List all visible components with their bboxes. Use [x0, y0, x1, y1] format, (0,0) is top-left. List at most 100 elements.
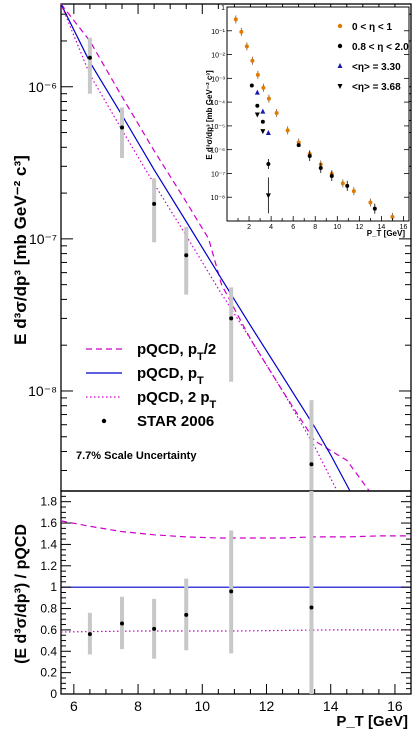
inset-point [244, 44, 249, 49]
ratio-point [229, 589, 234, 594]
x-ticks: 6 8 10 12 14 16 [70, 684, 412, 714]
inset-x-tick-label: 6 [291, 224, 295, 231]
inset-y-tick-label: 10⁻³ [211, 76, 225, 83]
inset-y-tick-label: 10⁻⁸ [211, 195, 225, 202]
inset-point [329, 174, 334, 179]
inset-x-tick-label: 10 [333, 224, 341, 231]
inset-legend-label: <η> = 3.68 [352, 82, 401, 93]
main-y-axis-label: E d³σ/dp³ [mb GeV⁻² c³] [11, 155, 30, 345]
ratio-point [152, 626, 157, 631]
inset-frame [226, 6, 410, 222]
inset-point [296, 143, 301, 148]
inset-point [372, 206, 377, 211]
inset-point [260, 108, 266, 114]
x-axis-label: P_T [GeV] [336, 713, 408, 730]
ratio-y-tick-label: 0.6 [40, 623, 57, 637]
data-point [229, 316, 234, 321]
ratio-point [87, 632, 92, 637]
ratio-y-tick-label: 0.8 [40, 602, 57, 616]
inset-legend-marker [337, 63, 343, 68]
ratio-y-tick-label: 1.2 [40, 559, 57, 573]
inset-point [307, 154, 312, 159]
ratio-y-tick-label: 1 [50, 580, 57, 594]
ratio-y-tick-label: 1.6 [40, 516, 57, 530]
inset-legend-label: 0.8 < η < 2.0 [352, 42, 409, 53]
ratio-y-ticks: 0 0.2 0.4 0.6 0.8 1 1.2 1.4 1.6 1.8 [40, 490, 411, 701]
ratio-frame [60, 490, 412, 695]
legend-label: pQCD, pT [137, 365, 204, 387]
data-point [152, 201, 157, 206]
x-tick-label: 12 [259, 698, 275, 714]
inset-point [250, 58, 255, 63]
inset-point [274, 110, 279, 115]
inset-x-tick-label: 12 [355, 224, 363, 231]
inset-point [233, 17, 238, 22]
data-point [309, 462, 314, 467]
inset-data-points [233, 15, 395, 221]
curve-solid [60, 3, 351, 492]
inset-legend-marker [337, 43, 343, 49]
x-tick-label: 6 [70, 698, 78, 714]
inset-y-tick-label: 10⁻⁴ [211, 100, 226, 107]
inset-legend: 0 < η < 1 0.8 < η < 2.0 <η> = 3.30 <η> = 3.… [337, 22, 409, 93]
data-point [120, 125, 125, 130]
inset-point [261, 85, 266, 90]
inset-point [340, 181, 345, 186]
inset-y-tick-label: 10⁻⁶ [211, 148, 225, 155]
ratio-series [60, 520, 411, 633]
inset-point [368, 200, 373, 205]
ratio-point [184, 612, 189, 617]
inset-x-tick-label: 4 [269, 224, 273, 231]
inset-y-ticks: 10⁻⁸ 10⁻⁷ 10⁻⁶ 10⁻⁵ 10⁻⁴ 10⁻³ 10⁻² 10⁻¹ 1 [211, 5, 409, 222]
inset-y-axis-label: E d³σ/dp³ [mb GeV⁻² c³] [205, 70, 214, 160]
inset-point [255, 103, 260, 108]
ratio-curve-dashed [60, 520, 411, 539]
ratio-y-tick-label: 1.4 [40, 537, 57, 551]
inset-point [351, 189, 356, 194]
inset-point [254, 89, 260, 95]
inset-point [265, 130, 271, 136]
legend-marker [101, 418, 107, 424]
inset-x-tick-label: 2 [247, 224, 251, 231]
y-tick-label: 10⁻⁸ [28, 383, 57, 399]
ratio-data-points [87, 491, 314, 694]
ratio-y-tick-label: 1.8 [40, 495, 57, 509]
main-data-points [87, 37, 314, 491]
ratio-y-axis-label: (E d³σ/dp³) / pQCD [13, 524, 30, 664]
data-point [184, 253, 189, 258]
data-point [87, 55, 92, 60]
main-panel: 10⁻⁸ 10⁻⁷ 10⁻⁶ E d³σ/dp³ [mb GeV⁻² c³] pQC… [11, 3, 412, 492]
scale-uncertainty-note: 7.7% Scale Uncertainty [76, 450, 197, 462]
ratio-y-tick-label: 0.4 [40, 644, 57, 658]
ratio-y-tick-label: 0 [50, 687, 57, 701]
inset-x-ticks: 2 4 6 8 10 12 14 16 [237, 216, 407, 231]
inset-point [345, 183, 350, 188]
main-series [60, 3, 370, 492]
ratio-curve-dotted [60, 629, 411, 633]
inset-legend-label: 0 < η < 1 [352, 22, 392, 33]
inset-legend-marker [337, 23, 343, 29]
inset-point [255, 72, 260, 77]
inset-point [285, 128, 290, 133]
inset-legend-label: <η> = 3.30 [352, 62, 401, 73]
inset-point [260, 129, 266, 135]
legend-label: pQCD, 2 pT [137, 389, 217, 411]
ratio-y-tick-label: 0.2 [40, 666, 57, 680]
curve-dashed [60, 3, 370, 492]
y-tick-label: 10⁻⁷ [29, 231, 57, 247]
inset-point [249, 83, 254, 88]
inset-point [390, 214, 395, 219]
inset-y-tick-label: 10⁻⁵ [211, 124, 225, 131]
inset-point [266, 161, 271, 166]
main-y-ticks: 10⁻⁸ 10⁻⁷ 10⁻⁶ [28, 4, 412, 472]
x-tick-label: 16 [387, 698, 403, 714]
y-tick-label: 10⁻⁶ [28, 79, 57, 95]
curve-dotted [60, 3, 338, 492]
inset-legend-marker [337, 84, 343, 89]
inset-point [266, 96, 271, 101]
ratio-point [120, 621, 125, 626]
ratio-point [309, 605, 314, 610]
ratio-panel: 0 0.2 0.4 0.6 0.8 1 1.2 1.4 1.6 1.8 6 8 10 12 14 16 (E… [13, 490, 412, 730]
